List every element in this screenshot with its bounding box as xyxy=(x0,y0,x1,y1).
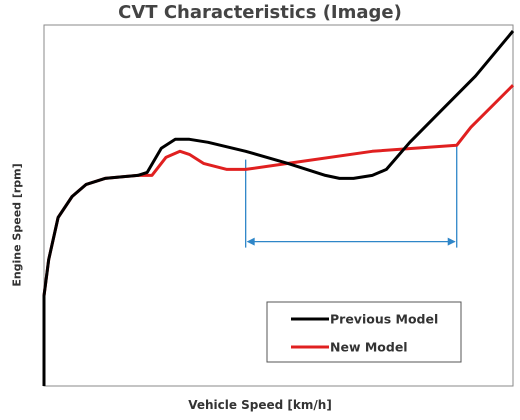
legend-label: New Model xyxy=(330,340,408,355)
series-layer xyxy=(42,30,515,386)
chart-title: CVT Characteristics (Image) xyxy=(118,2,402,23)
annotations-layer xyxy=(245,145,458,248)
range-arrowhead-right xyxy=(447,237,456,246)
x-axis-label: Vehicle Speed [km/h] xyxy=(188,398,332,412)
legend-box xyxy=(266,301,462,363)
range-arrowhead-left xyxy=(246,237,255,246)
legend: Previous Model New Model xyxy=(266,301,462,363)
legend-label: Previous Model xyxy=(330,312,438,327)
plot-frame xyxy=(43,24,514,387)
series-line-previous-model xyxy=(42,30,515,386)
